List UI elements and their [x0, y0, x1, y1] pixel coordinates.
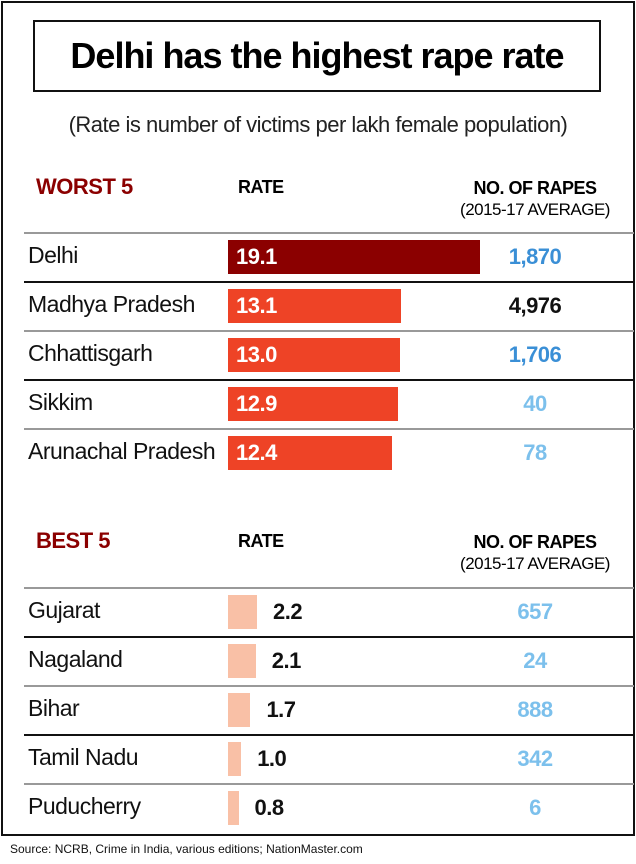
table-row: Sikkim 12.9 40 — [0, 379, 634, 427]
state-name: Nagaland — [28, 646, 123, 672]
table-row: Arunachal Pradesh 12.4 78 — [0, 428, 634, 476]
row-divider — [24, 281, 634, 283]
count-value: 4,976 — [508, 293, 562, 318]
state-name: Chhattisgarh — [28, 340, 153, 366]
row-divider — [24, 783, 634, 785]
count-subheader: (2015-17 AVERAGE) — [460, 554, 610, 573]
count-value: 1,870 — [508, 244, 562, 269]
count-header-text: NO. OF RAPES — [473, 178, 597, 198]
rate-bar — [228, 387, 399, 421]
row-divider — [24, 636, 634, 638]
chart-subtitle: (Rate is number of victims per lakh fema… — [68, 112, 568, 137]
table-row: Gujarat 2.2 657 — [0, 587, 634, 635]
table-row: Delhi 19.1 1,870 — [0, 232, 634, 280]
rate-label: 2.1 — [271, 648, 302, 673]
state-name: Bihar — [28, 695, 80, 721]
row-divider — [24, 587, 634, 589]
table-row: Chhattisgarh 13.0 1,706 — [0, 330, 634, 378]
count-header-text: NO. OF RAPES — [473, 532, 597, 552]
state-name: Arunachal Pradesh — [28, 438, 216, 464]
state-name: Madhya Pradesh — [28, 291, 195, 317]
state-name: Sikkim — [28, 389, 93, 415]
worst-rate-header: RATE — [238, 177, 284, 197]
state-name: Puducherry — [28, 793, 141, 819]
best-section-label: BEST 5 — [36, 528, 111, 553]
count-value: 24 — [523, 648, 547, 673]
count-value: 888 — [517, 697, 553, 722]
state-name: Gujarat — [28, 597, 100, 623]
table-row: Nagaland 2.1 24 — [0, 636, 634, 684]
rate-label: 19.1 — [236, 244, 277, 269]
row-divider — [24, 232, 634, 234]
count-value: 657 — [517, 599, 553, 624]
row-divider — [24, 685, 634, 687]
worst-count-header: NO. OF RAPES (2015-17 AVERAGE) — [440, 177, 630, 221]
rate-bar — [228, 791, 239, 825]
source-note: Source: NCRB, Crime in India, various ed… — [10, 842, 363, 856]
rate-bar — [228, 644, 256, 678]
table-row: Tamil Nadu 1.0 342 — [0, 734, 634, 782]
rate-bar — [228, 240, 481, 274]
best-count-header: NO. OF RAPES (2015-17 AVERAGE) — [440, 531, 630, 575]
rate-bar — [228, 289, 401, 323]
row-divider — [24, 330, 634, 332]
rate-bar — [228, 338, 400, 372]
best-rate-header: RATE — [238, 531, 284, 551]
count-value: 6 — [529, 795, 541, 820]
rate-label: 0.8 — [254, 795, 285, 820]
table-row: Bihar 1.7 888 — [0, 685, 634, 733]
chart-frame — [1, 1, 635, 836]
rate-bar — [228, 742, 242, 776]
table-row: Puducherry 0.8 6 — [0, 783, 634, 831]
rate-bar — [228, 693, 251, 727]
worst-section-label: WORST 5 — [36, 174, 133, 199]
chart-title: Delhi has the highest rape rate — [33, 20, 601, 92]
row-divider — [24, 379, 634, 381]
row-divider — [24, 734, 634, 736]
rate-label: 1.0 — [257, 746, 287, 771]
table-row: Madhya Pradesh 13.1 4,976 — [0, 281, 634, 329]
count-value: 78 — [523, 440, 547, 465]
count-value: 40 — [523, 391, 547, 416]
rate-bar — [228, 436, 392, 470]
count-value: 342 — [517, 746, 553, 771]
rate-label: 2.2 — [273, 599, 303, 624]
rate-label: 13.1 — [236, 293, 277, 318]
count-value: 1,706 — [508, 342, 562, 367]
state-name: Delhi — [28, 242, 78, 268]
row-divider — [24, 428, 634, 430]
rate-label: 12.4 — [236, 440, 277, 465]
rate-label: 1.7 — [266, 697, 296, 722]
rate-label: 13.0 — [236, 342, 277, 367]
state-name: Tamil Nadu — [28, 744, 139, 770]
rate-label: 12.9 — [236, 391, 277, 416]
count-subheader: (2015-17 AVERAGE) — [460, 200, 610, 219]
rate-bar — [228, 595, 258, 629]
